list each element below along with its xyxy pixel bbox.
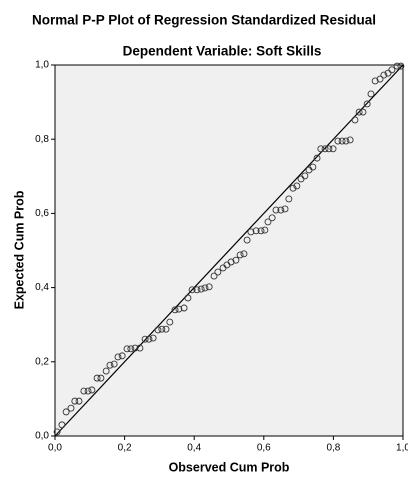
point — [214, 268, 222, 276]
reference-line — [54, 64, 404, 437]
point — [123, 345, 131, 353]
point — [166, 318, 174, 326]
chart-subtitle: Dependent Variable: Soft Skills — [123, 44, 322, 59]
point — [180, 304, 188, 312]
point — [162, 325, 170, 333]
point — [342, 137, 350, 145]
point — [80, 387, 88, 395]
point — [93, 374, 101, 382]
point — [376, 75, 384, 83]
x-tick-label: 0,8 — [326, 443, 340, 454]
point — [388, 66, 396, 74]
point — [247, 228, 255, 236]
point — [321, 145, 329, 153]
y-axis-label: Expected Cum Prob — [12, 190, 26, 309]
point — [197, 285, 205, 293]
point — [325, 145, 333, 153]
point — [131, 344, 139, 352]
point — [175, 305, 183, 313]
point — [252, 227, 260, 235]
point — [171, 306, 179, 314]
point — [329, 145, 337, 153]
point — [205, 283, 213, 291]
point — [114, 353, 122, 361]
y-tick-label: 0,0 — [35, 431, 49, 442]
y-tick-label: 1,0 — [35, 60, 49, 71]
point — [127, 345, 135, 353]
point — [145, 335, 153, 343]
point — [154, 326, 162, 334]
point — [313, 154, 321, 162]
point — [240, 250, 248, 258]
point — [158, 325, 166, 333]
y-tick-label: 0,4 — [35, 282, 49, 293]
point — [359, 108, 367, 116]
point — [301, 172, 309, 180]
point — [71, 397, 79, 405]
point — [97, 374, 105, 382]
point — [136, 344, 144, 352]
point — [338, 137, 346, 145]
point — [285, 195, 293, 203]
point — [268, 214, 276, 222]
point — [272, 206, 280, 214]
point — [380, 71, 388, 79]
point — [355, 108, 363, 116]
point — [236, 251, 244, 259]
point — [62, 408, 70, 416]
point — [102, 367, 110, 375]
point — [184, 294, 192, 302]
y-tick-label: 0,8 — [35, 134, 49, 145]
point — [261, 226, 269, 234]
point — [277, 206, 285, 214]
x-axis-label: Observed Cum Prob — [169, 460, 290, 474]
x-tick-label: 0,0 — [48, 443, 62, 454]
point — [393, 62, 401, 70]
point — [351, 116, 359, 124]
point — [110, 360, 118, 368]
point — [367, 90, 375, 98]
point — [371, 77, 379, 85]
point — [257, 227, 265, 235]
point — [309, 163, 317, 171]
point — [75, 397, 83, 405]
point — [363, 100, 371, 108]
point — [317, 145, 325, 153]
point — [58, 421, 66, 429]
point — [210, 272, 218, 280]
point — [243, 236, 251, 244]
point — [281, 205, 289, 213]
point — [149, 334, 157, 342]
chart-title: Normal P-P Plot of Regression Standardiz… — [32, 13, 376, 28]
x-tick-label: 0,4 — [187, 443, 201, 454]
y-tick-label: 0,2 — [35, 356, 49, 367]
point — [193, 286, 201, 294]
x-tick-label: 0,6 — [257, 443, 271, 454]
point — [67, 404, 75, 412]
point — [293, 182, 301, 190]
point — [188, 286, 196, 294]
point — [289, 184, 297, 192]
point — [397, 62, 405, 70]
point — [227, 258, 235, 266]
x-tick-label: 1,0 — [396, 443, 408, 454]
point — [141, 335, 149, 343]
point — [118, 352, 126, 360]
point — [84, 387, 92, 395]
point — [106, 361, 114, 369]
point — [264, 218, 272, 226]
point — [346, 136, 354, 144]
y-tick-label: 0,6 — [35, 208, 49, 219]
point — [334, 137, 342, 145]
point — [53, 428, 61, 436]
point — [201, 284, 209, 292]
point — [88, 386, 96, 394]
point — [232, 256, 240, 264]
x-tick-label: 0,2 — [118, 443, 132, 454]
